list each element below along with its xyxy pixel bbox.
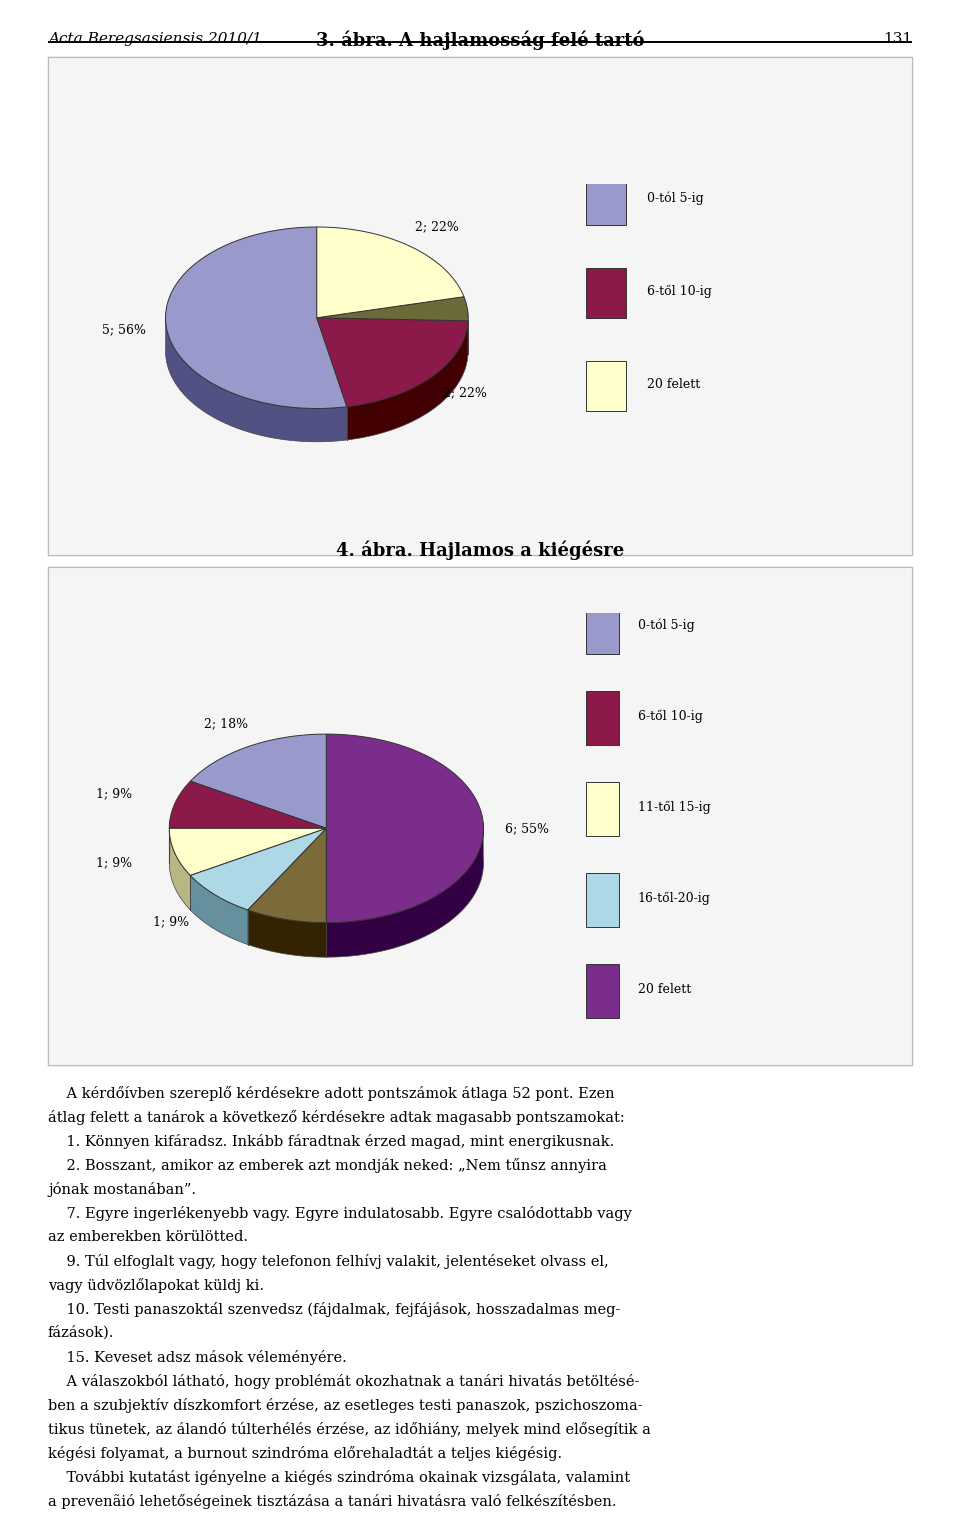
Text: 15. Keveset adsz mások véleményére.: 15. Keveset adsz mások véleményére. [48, 1350, 347, 1365]
Title: 3. ábra. A hajlamosság felé tartó: 3. ábra. A hajlamosság felé tartó [316, 31, 644, 49]
Text: 6-től 10-ig: 6-től 10-ig [637, 709, 703, 723]
Text: 5; 56%: 5; 56% [102, 323, 146, 336]
Polygon shape [165, 314, 347, 441]
Text: 131: 131 [883, 32, 912, 46]
Text: fázások).: fázások). [48, 1325, 114, 1340]
Bar [586, 783, 619, 836]
Text: A válaszokból látható, hogy problémát okozhatnak a tanári hivatás betöltésé-: A válaszokból látható, hogy problémát ok… [48, 1374, 639, 1388]
Text: 10. Testi panaszoktál szenvedsz (fájdalmak, fejfájások, hosszadalmas meg-: 10. Testi panaszoktál szenvedsz (fájdal… [48, 1302, 620, 1316]
Text: 9. Túl elfoglalt vagy, hogy telefonon felhívj valakit, jelentéseket olvass el,: 9. Túl elfoglalt vagy, hogy telefonon fe… [48, 1253, 609, 1268]
Polygon shape [347, 320, 468, 440]
Bar [586, 175, 626, 225]
Bar [586, 601, 619, 654]
Title: 4. ábra. Hajlamos a kiégésre: 4. ábra. Hajlamos a kiégésre [336, 541, 624, 559]
Text: Acta Beregsasiensis 2010/1: Acta Beregsasiensis 2010/1 [48, 32, 262, 46]
Text: a prevenãió lehetőségeinek tisztázása a tanári hivatásra való felkészítésben.: a prevenãió lehetőségeinek tisztázása a … [48, 1494, 616, 1509]
Text: 7. Egyre ingerlékenyebb vagy. Egyre indulatosabb. Egyre csalódottabb vagy: 7. Egyre ingerlékenyebb vagy. Egyre indu… [48, 1206, 632, 1221]
Polygon shape [326, 734, 484, 922]
Text: 2; 18%: 2; 18% [204, 717, 248, 731]
Text: 1; 9%: 1; 9% [96, 856, 132, 869]
Bar [586, 268, 626, 317]
Text: 16-től-20-ig: 16-től-20-ig [637, 892, 710, 905]
Text: 1; 9%: 1; 9% [96, 787, 132, 801]
Text: További kutatást igényelne a kiégés szindróma okainak vizsgálata, valamint: További kutatást igényelne a kiégés szin… [48, 1469, 630, 1485]
Polygon shape [169, 829, 190, 910]
Text: 20 felett: 20 felett [637, 982, 691, 996]
Text: átlag felett a tanárok a következő kérdésekre adtak magasabb pontszamokat:: átlag felett a tanárok a következő kérdé… [48, 1109, 625, 1124]
Polygon shape [317, 297, 468, 320]
Text: 11-től 15-ig: 11-től 15-ig [637, 801, 710, 813]
Bar [586, 965, 619, 1019]
Polygon shape [190, 829, 326, 910]
Bar [586, 873, 619, 927]
Text: 0-tól 5-ig: 0-tól 5-ig [647, 192, 704, 205]
Text: 6; 55%: 6; 55% [506, 821, 549, 835]
Text: 2; 22%: 2; 22% [443, 386, 487, 400]
Text: 1; 9%: 1; 9% [153, 915, 189, 928]
Text: 20 felett: 20 felett [647, 378, 700, 391]
Polygon shape [248, 910, 326, 958]
Text: 0-tól 5-ig: 0-tól 5-ig [637, 619, 695, 633]
Text: kégési folyamat, a burnout szindróma előrehaladtát a teljes kiégésig.: kégési folyamat, a burnout szindróma elő… [48, 1446, 563, 1460]
Text: A kérdőívben szereplő kérdésekre adott pontszámok átlaga 52 pont. Ezen: A kérdőívben szereplő kérdésekre adott p… [48, 1086, 614, 1100]
Polygon shape [190, 734, 326, 829]
Text: tikus tünetek, az álandó túlterhélés érzése, az időhiány, melyek mind elősegítik: tikus tünetek, az álandó túlterhélés érz… [48, 1422, 651, 1437]
Text: 2; 22%: 2; 22% [415, 221, 459, 233]
Polygon shape [248, 829, 326, 922]
Text: ben a szubjektív díszkomfort érzése, az esetleges testi panaszok, pszichoszoma-: ben a szubjektív díszkomfort érzése, az … [48, 1397, 642, 1413]
Text: 6-től 10-ig: 6-től 10-ig [647, 285, 712, 299]
Polygon shape [169, 781, 326, 829]
Text: 1. Könnyen kifáradsz. Inkább fáradtnak érzed magad, mint energikusnak.: 1. Könnyen kifáradsz. Inkább fáradtnak é… [48, 1134, 614, 1149]
Text: 2. Bosszant, amikor az emberek azt mondják neked: „Nem tűnsz annyira: 2. Bosszant, amikor az emberek azt mondj… [48, 1158, 607, 1172]
Text: jónak mostanában”.: jónak mostanában”. [48, 1181, 196, 1196]
Polygon shape [326, 823, 484, 958]
Polygon shape [190, 875, 248, 945]
Polygon shape [317, 227, 464, 317]
Polygon shape [317, 317, 468, 406]
Polygon shape [165, 227, 347, 409]
Bar [586, 362, 626, 411]
Text: vagy üdvözlőlapokat küldj ki.: vagy üdvözlőlapokat küldj ki. [48, 1278, 264, 1293]
Polygon shape [169, 829, 326, 875]
Text: az emberekben körülötted.: az emberekben körülötted. [48, 1230, 248, 1244]
Bar [586, 691, 619, 745]
